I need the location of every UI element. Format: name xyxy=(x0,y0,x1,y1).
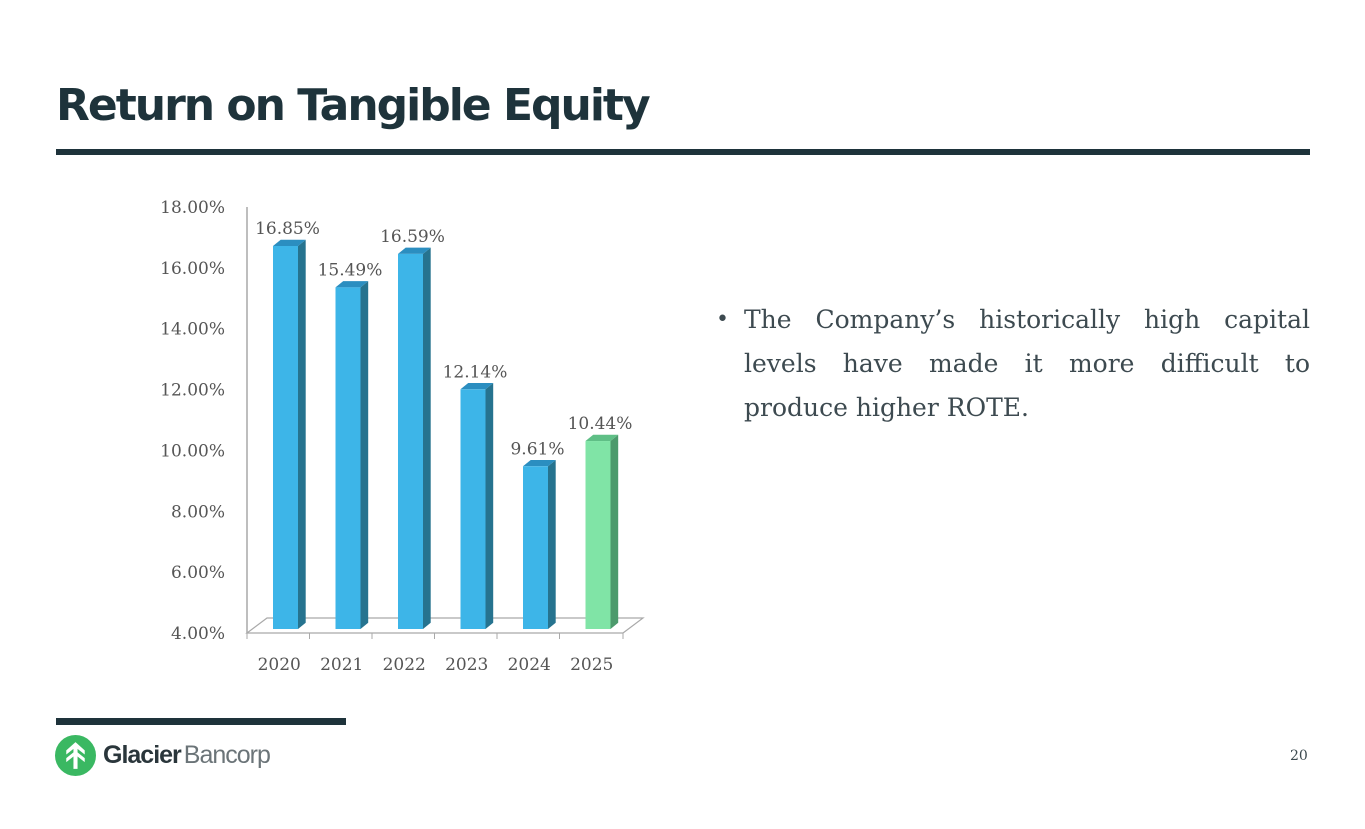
bar-side xyxy=(360,281,369,629)
y-tick-label: 12.00% xyxy=(160,381,225,401)
data-label: 10.44% xyxy=(568,414,633,434)
x-tick-label: 2021 xyxy=(320,655,363,675)
rote-bar-chart: 4.00% 6.00% 8.00% 10.00% 12.00% 14.00% 16.00% 1… xyxy=(160,198,645,675)
y-tick-label: 6.00% xyxy=(171,563,225,583)
bar-2024 xyxy=(523,459,556,629)
page-number: 20 xyxy=(1290,748,1308,764)
y-tick-label: 14.00% xyxy=(160,320,225,340)
data-label: 9.61% xyxy=(510,439,564,459)
logo-name-light: Bancorp xyxy=(183,741,271,769)
company-logo: Glacier Bancorp xyxy=(55,735,271,776)
logo-name-bold: Glacier xyxy=(103,741,182,769)
bar-2025 xyxy=(585,434,619,629)
bar-top xyxy=(523,459,556,467)
y-tick-label: 16.00% xyxy=(160,259,225,279)
y-axis-labels: 4.00% 6.00% 8.00% 10.00% 12.00% 14.00% 16.00% 1… xyxy=(160,198,225,644)
bar-front xyxy=(398,253,423,629)
bar-front xyxy=(460,389,486,629)
data-labels: 16.85% 15.49% 16.59% 12.14% 9.61%10.44% xyxy=(255,219,632,459)
bar-2023 xyxy=(460,383,494,629)
bar-2021 xyxy=(335,281,369,629)
data-label: 16.85% xyxy=(255,219,320,239)
bullet-text: The Company’s historically high capital … xyxy=(744,305,1310,422)
glacier-tree-logo-icon xyxy=(55,735,96,776)
bar-side xyxy=(423,247,431,629)
footer-divider xyxy=(56,718,346,725)
bar-front xyxy=(273,245,298,629)
bar-side xyxy=(610,434,619,629)
data-label: 12.14% xyxy=(443,362,508,382)
x-tick-label: 2023 xyxy=(445,655,488,675)
bar-top xyxy=(585,434,619,442)
bar-side xyxy=(485,383,494,629)
y-tick-label: 18.00% xyxy=(160,198,225,218)
bar-front xyxy=(335,287,361,629)
x-axis-labels: 2020 2021 2022 2023 2024 2025 xyxy=(258,655,614,675)
bars xyxy=(273,239,619,629)
bar-front xyxy=(523,466,548,629)
x-tick-label: 2025 xyxy=(570,655,613,675)
slide-title: Return on Tangible Equity xyxy=(56,80,651,131)
title-divider xyxy=(56,149,1310,155)
bullet-list: • The Company’s historically high capita… xyxy=(716,298,1310,430)
x-tick-label: 2024 xyxy=(508,655,551,675)
bar-top xyxy=(398,247,431,254)
y-tick-label: 10.00% xyxy=(160,441,225,461)
y-tick-label: 4.00% xyxy=(171,624,225,644)
logo-wordmark: Glacier Bancorp xyxy=(103,741,271,770)
bar-2022 xyxy=(398,247,431,629)
bar-side xyxy=(548,459,556,629)
x-tick-label: 2022 xyxy=(383,655,426,675)
data-label: 15.49% xyxy=(318,260,383,280)
bar-top xyxy=(460,383,494,390)
bar-top xyxy=(273,239,306,246)
bar-2020 xyxy=(273,239,306,629)
chart-floor xyxy=(245,617,645,634)
x-tick-label: 2020 xyxy=(258,655,301,675)
bar-side xyxy=(298,239,306,629)
bullet-marker: • xyxy=(716,307,729,332)
data-label: 16.59% xyxy=(380,227,445,247)
bar-top xyxy=(335,281,369,288)
y-tick-label: 8.00% xyxy=(171,502,225,522)
bar-front xyxy=(585,441,611,629)
